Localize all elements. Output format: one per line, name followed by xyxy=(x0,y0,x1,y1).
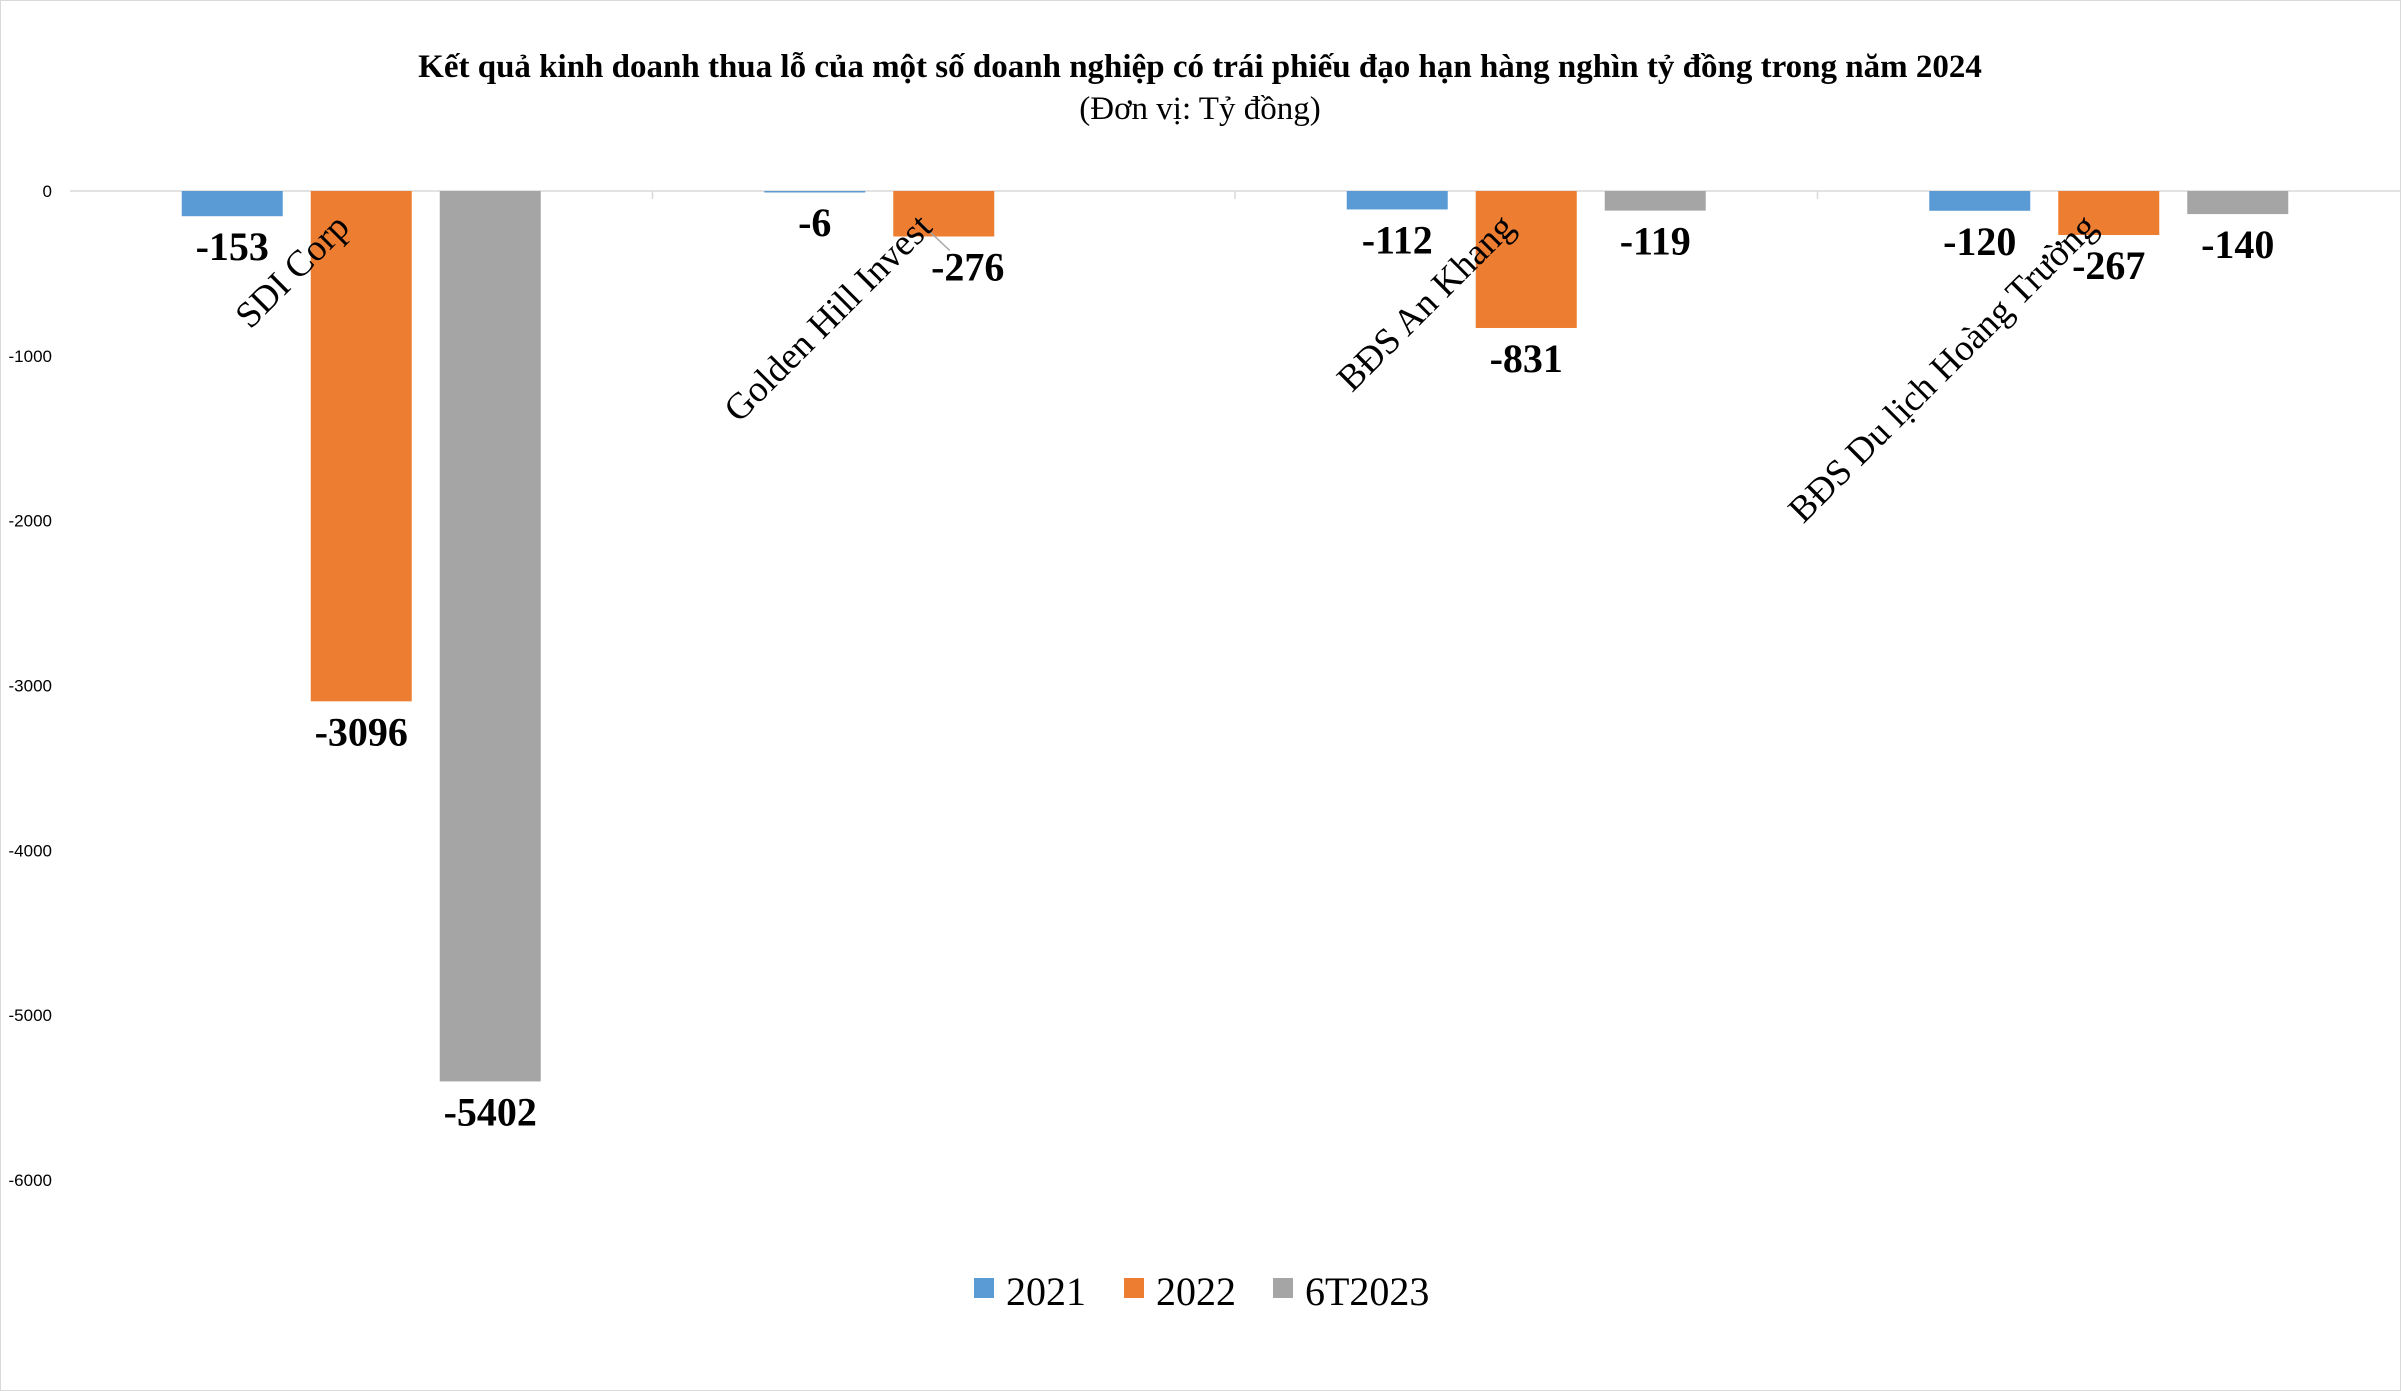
bar xyxy=(1346,191,1448,210)
legend-swatch xyxy=(974,1278,994,1298)
y-tick-label: -1000 xyxy=(9,347,52,366)
legend-swatch xyxy=(1124,1278,1144,1298)
bar xyxy=(310,191,412,702)
chart-title: Kết quả kinh doanh thua lỗ của một số do… xyxy=(418,49,1982,85)
chart-subtitle: (Đơn vị: Tỷ đồng) xyxy=(1079,91,1320,127)
bar xyxy=(181,191,283,217)
leader-line xyxy=(915,217,951,252)
bar xyxy=(764,191,866,193)
bar xyxy=(1475,191,1577,328)
legend-label: 2022 xyxy=(1156,1269,1236,1314)
leader-lines xyxy=(915,217,951,252)
y-tick-label: -5000 xyxy=(9,1006,52,1025)
bar xyxy=(1929,191,2031,211)
bar xyxy=(1604,191,1706,211)
y-tick-label: -2000 xyxy=(9,512,52,531)
bar xyxy=(893,191,995,237)
data-label: -3096 xyxy=(315,709,408,754)
data-labels: -153 -6 -112 -120 -3096 -276 -831 -267 -5402 -119… xyxy=(196,200,2275,1134)
data-label: -112 xyxy=(1362,217,1433,262)
y-tick-label: -3000 xyxy=(9,677,52,696)
data-label: -140 xyxy=(2201,222,2274,267)
data-label: -276 xyxy=(931,244,1004,289)
data-label: -6 xyxy=(798,200,831,245)
bar xyxy=(2187,191,2289,215)
y-tick-label: 0 xyxy=(43,182,52,201)
legend-label: 2021 xyxy=(1006,1269,1086,1314)
data-label: -119 xyxy=(1620,219,1691,264)
bar xyxy=(2058,191,2160,236)
legend: 2021 2022 6T2023 xyxy=(974,1269,1429,1314)
data-label: -831 xyxy=(1490,336,1563,381)
bars xyxy=(181,191,2289,1082)
data-label: -153 xyxy=(196,224,269,269)
y-tick-label: -6000 xyxy=(9,1171,52,1190)
bar xyxy=(439,191,541,1082)
data-label: -5402 xyxy=(444,1089,537,1134)
data-label: -267 xyxy=(2072,243,2145,288)
legend-label: 6T2023 xyxy=(1305,1269,1429,1314)
y-tick-label: -4000 xyxy=(9,841,52,860)
legend-swatch xyxy=(1273,1278,1293,1298)
data-label: -120 xyxy=(1943,219,2016,264)
